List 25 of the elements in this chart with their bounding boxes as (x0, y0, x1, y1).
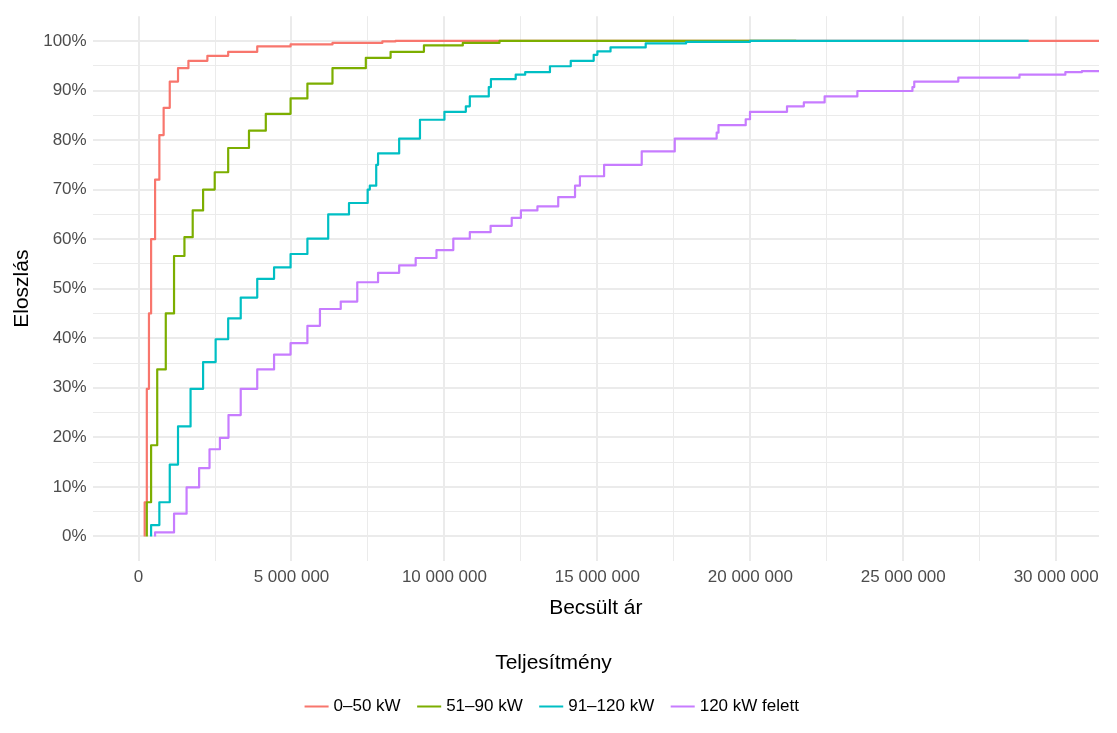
y-tick-label: 100% (43, 30, 87, 50)
legend-label: 0–50 kW (333, 696, 401, 716)
y-tick-label: 30% (52, 377, 87, 397)
legend-label: 51–90 kW (446, 696, 523, 716)
x-tick-label: 25 000 000 (860, 567, 946, 587)
y-tick-label: 10% (52, 476, 87, 496)
y-tick-label: 50% (52, 278, 87, 298)
y-tick-label: 90% (52, 80, 87, 100)
y-tick-label: 20% (52, 427, 87, 447)
x-tick-label: 5 000 000 (253, 567, 330, 587)
y-axis-title: Eloszlás (9, 249, 33, 328)
y-tick-label: 0% (62, 526, 87, 546)
legend-label: 120 kW felett (699, 696, 800, 716)
x-tick-label: 20 000 000 (707, 567, 793, 587)
x-tick-label: 30 000 000 (1013, 567, 1099, 587)
x-axis-title: Becsült ár (549, 595, 643, 618)
x-tick-label: 0 (133, 567, 144, 587)
legend-label: 91–120 kW (568, 696, 655, 716)
y-tick-label: 70% (52, 179, 87, 199)
y-tick-label: 60% (52, 228, 87, 248)
y-tick-label: 80% (52, 129, 87, 149)
y-tick-label: 40% (52, 327, 87, 347)
x-tick-label: 15 000 000 (554, 567, 640, 587)
x-tick-label: 10 000 000 (401, 567, 487, 587)
legend-title: Teljesítmény (495, 650, 613, 674)
